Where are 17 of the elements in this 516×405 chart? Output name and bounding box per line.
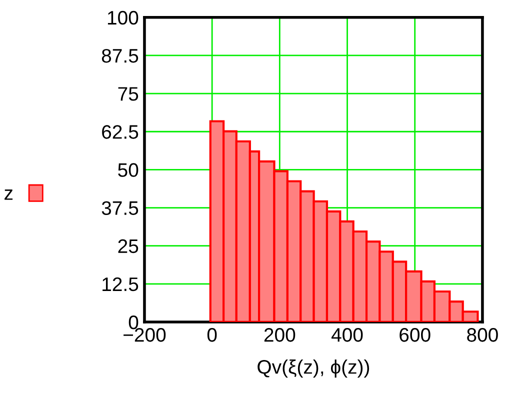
y-tick-label: 12.5: [102, 277, 138, 292]
x-tick-label: 400: [331, 328, 363, 342]
y-tick-label: 75: [118, 87, 138, 101]
y-tick-label: 0: [128, 315, 138, 330]
y-tick-label: 25: [118, 239, 138, 254]
x-axis-title: Qv(ξ(z), ϕ(z)): [258, 360, 370, 378]
x-tick-label: 600: [400, 328, 430, 342]
y-tick-label: 87.5: [102, 48, 138, 63]
y-tick-label: 62.5: [102, 125, 138, 139]
y-tick-label: 37.5: [102, 201, 138, 215]
x-tick-label: 800: [467, 328, 498, 342]
legend-label: z: [4, 190, 13, 200]
y-tick-label: 50: [118, 163, 138, 177]
x-tick-label: 0: [207, 328, 217, 342]
x-tick-label: −200: [124, 328, 166, 342]
y-tick-label: 100: [108, 10, 138, 25]
x-tick-label: 200: [264, 328, 296, 342]
